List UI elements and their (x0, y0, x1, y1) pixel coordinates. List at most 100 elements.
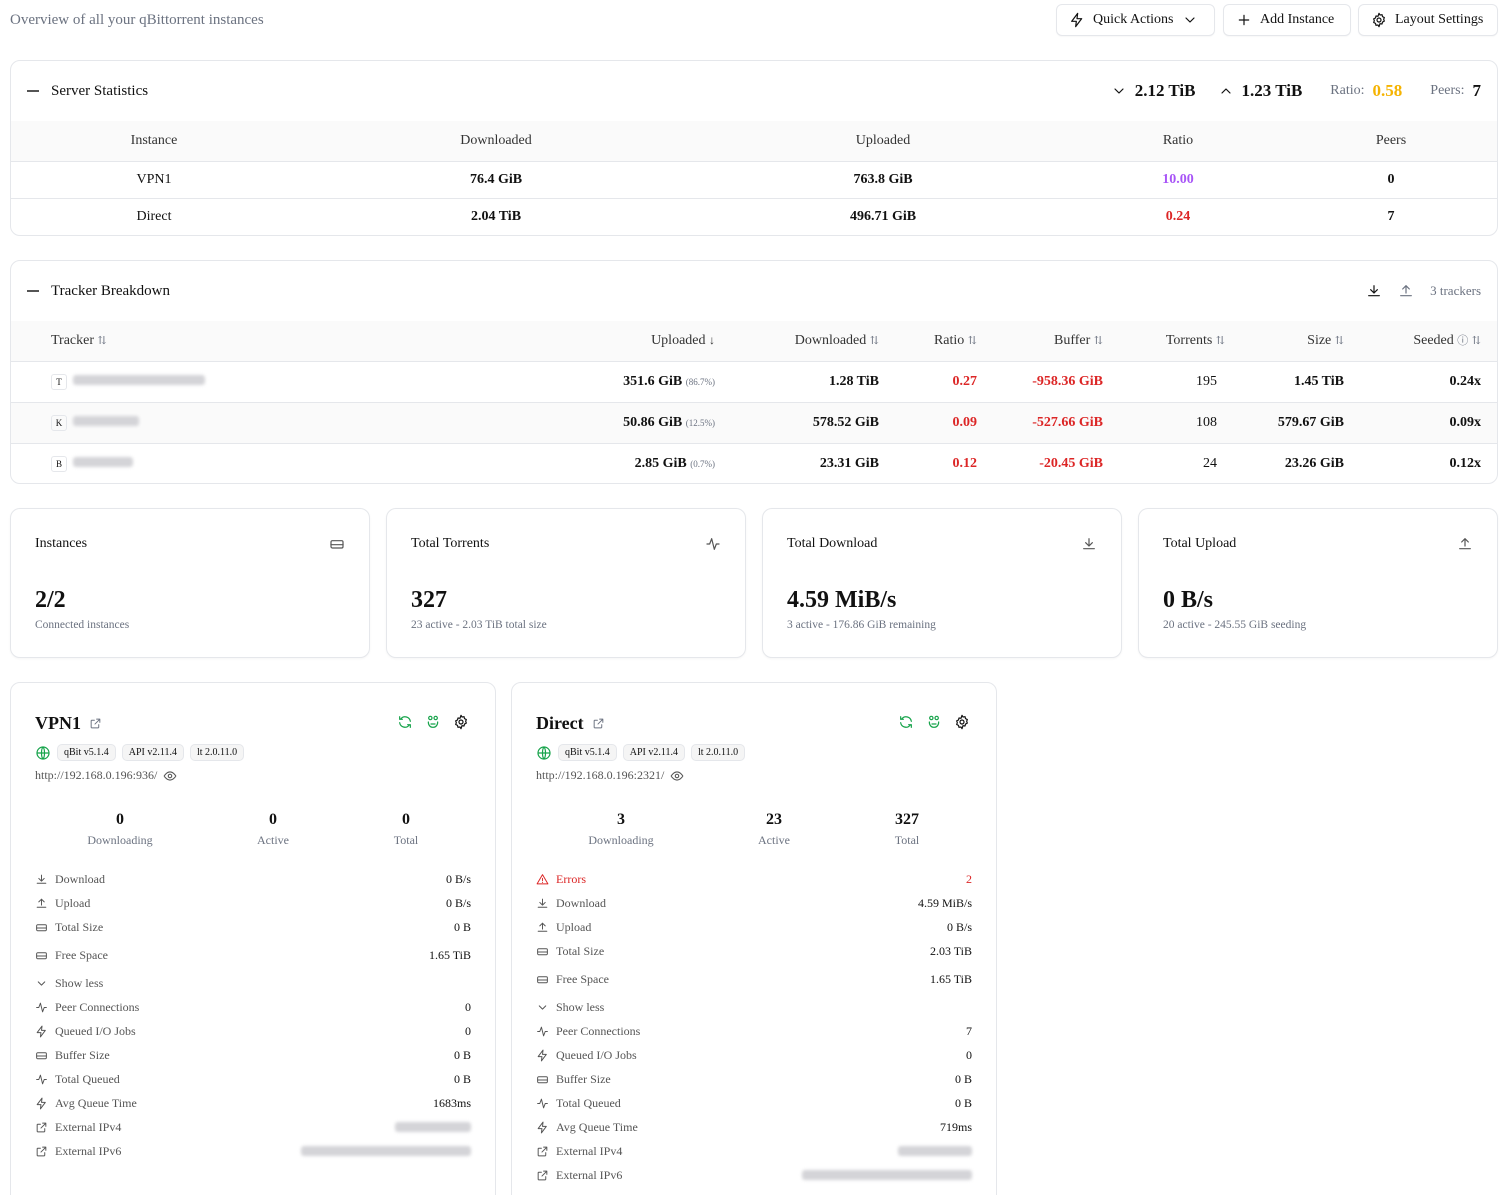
col-downloaded: Downloaded (297, 121, 695, 161)
instance-details: Download 0 B/s Upload 0 B/s Total Size 0 B … (35, 867, 471, 1163)
plus-icon (1236, 12, 1252, 28)
gear-icon (1371, 12, 1387, 28)
gear-icon[interactable] (453, 714, 469, 730)
tracker-count: 3 trackers (1430, 283, 1481, 298)
upload-summary-card: Total Upload 0 B/s 20 active - 245.55 Gi… (1138, 508, 1498, 658)
chevron-down-icon (1182, 12, 1198, 28)
eye-icon[interactable] (670, 769, 684, 783)
buffer-cell: -527.66 GiB (977, 401, 1103, 443)
activity-icon (705, 536, 721, 552)
size-cell: 579.67 GiB (1225, 401, 1344, 443)
frog-icon[interactable] (425, 714, 441, 730)
total-size-row: Total Size 2.03 TiB (536, 939, 972, 963)
ipv6-redacted (301, 1146, 471, 1156)
ratio-label: Ratio: (1330, 83, 1365, 98)
server-statistics-title: Server Statistics (51, 82, 149, 99)
total-downloaded: 2.12 TiB (1134, 81, 1196, 100)
peer-connections-row: Peer Connections 0 (35, 995, 471, 1019)
sort-icon: ⇅ (1471, 335, 1481, 348)
peers-cell: 7 (1285, 197, 1497, 235)
external-link-icon[interactable] (592, 717, 605, 730)
total-uploaded: 1.23 TiB (1241, 81, 1303, 100)
errors-row[interactable]: Errors 2 (536, 867, 972, 891)
ratio-cell: 0.12 (879, 442, 977, 483)
upload-icon (536, 921, 549, 934)
table-row: VPN1 76.4 GiB 763.8 GiB 10.00 0 (11, 160, 1497, 198)
ratio-cell: 0.24 (1071, 197, 1285, 235)
col-uploaded[interactable]: Uploaded ↓ (541, 321, 719, 361)
col-tracker[interactable]: Tracker ⇅ (11, 321, 541, 361)
buffer-size-row: Buffer Size 0 B (536, 1067, 972, 1091)
downloading-count: 0 Downloading (87, 811, 153, 847)
refresh-icon[interactable] (397, 714, 413, 730)
gear-icon[interactable] (954, 714, 970, 730)
server-statistics-card: Server Statistics 2.12 TiB 1.23 TiB Rati… (10, 60, 1498, 236)
instance-url: http://192.168.0.196:936/ (35, 768, 177, 783)
download-icon (536, 897, 549, 910)
collapse-toggle[interactable] (27, 90, 39, 92)
table-row[interactable]: B 2.85 GiB (0.7%) 23.31 GiB 0.12 -20.45 … (11, 442, 1497, 483)
col-seeded[interactable]: Seeded ⓘ ⇅ (1344, 321, 1497, 361)
size-cell: 1.45 TiB (1225, 360, 1344, 402)
table-row[interactable]: K 50.86 GiB (12.5%) 578.52 GiB 0.09 -527… (11, 401, 1497, 443)
total-size-row: Total Size 0 B (35, 915, 471, 939)
card-subtext: 3 active - 176.86 GiB remaining (787, 619, 936, 631)
lt-version-badge: lt 2.0.11.0 (189, 744, 245, 761)
downloading-count: 3 Downloading (588, 811, 654, 847)
col-torrents[interactable]: Torrents ⇅ (1103, 321, 1225, 361)
layout-settings-button[interactable]: Layout Settings (1358, 4, 1498, 36)
downloaded-cell: 2.04 TiB (297, 197, 695, 235)
download-icon (35, 873, 48, 886)
seeded-cell: 0.24x (1344, 360, 1497, 402)
total-count: 0 Total (393, 811, 419, 847)
quick-actions-button[interactable]: Quick Actions (1056, 4, 1215, 36)
uploaded-cell: 351.6 GiB (86.7%) (541, 360, 719, 402)
total-queued-row: Total Queued 0 B (536, 1091, 972, 1115)
col-buffer[interactable]: Buffer ⇅ (977, 321, 1103, 361)
ipv6-redacted (802, 1170, 972, 1180)
upload-icon[interactable] (1398, 283, 1414, 299)
instance-url: http://192.168.0.196:2321/ (536, 768, 684, 783)
external-link-icon (35, 1121, 48, 1134)
hard-drive-icon (35, 1049, 48, 1062)
tracker-table: Tracker ⇅ Uploaded ↓ Downloaded ⇅ Ratio … (11, 321, 1497, 483)
hard-drive-icon (536, 945, 549, 958)
col-ratio[interactable]: Ratio ⇅ (879, 321, 977, 361)
ext-ipv6-row: External IPv6 (536, 1163, 972, 1187)
uploaded-cell: 2.85 GiB (0.7%) (541, 442, 719, 483)
torrents-cell: 108 (1103, 401, 1225, 443)
seeded-cell: 0.09x (1344, 401, 1497, 443)
tracker-favicon: T (51, 373, 67, 390)
frog-icon[interactable] (926, 714, 942, 730)
downloaded-cell: 76.4 GiB (297, 160, 695, 198)
hard-drive-icon (536, 973, 549, 986)
server-stats-table: Instance Downloaded Uploaded Ratio Peers… (11, 121, 1497, 235)
col-downloaded[interactable]: Downloaded ⇅ (719, 321, 879, 361)
table-row[interactable]: T 351.6 GiB (86.7%) 1.28 TiB 0.27 -958.3… (11, 360, 1497, 402)
collapse-toggle[interactable] (27, 290, 39, 292)
add-instance-button[interactable]: Add Instance (1223, 4, 1351, 36)
instances-summary-card: Instances 2/2 Connected instances (10, 508, 370, 658)
top-bar: Overview of all your qBittorrent instanc… (0, 0, 1508, 40)
show-less-toggle[interactable]: Show less (35, 971, 471, 995)
torrents-cell: 195 (1103, 360, 1225, 402)
info-icon: ⓘ (1457, 335, 1469, 348)
active-count: 0 Active (257, 811, 289, 847)
activity-icon (536, 1097, 549, 1110)
ipv4-redacted (395, 1122, 471, 1132)
show-less-toggle[interactable]: Show less (536, 995, 972, 1019)
download-icon[interactable] (1366, 283, 1382, 299)
queued-io-row: Queued I/O Jobs 0 (35, 1019, 471, 1043)
card-label: Total Torrents (411, 536, 490, 551)
external-link-icon[interactable] (89, 717, 102, 730)
card-label: Total Download (787, 536, 878, 551)
upload-icon (1457, 536, 1473, 552)
eye-icon[interactable] (163, 769, 177, 783)
refresh-icon[interactable] (898, 714, 914, 730)
col-peers: Peers (1285, 121, 1497, 161)
col-size[interactable]: Size ⇅ (1225, 321, 1344, 361)
ratio-cell: 0.27 (879, 360, 977, 402)
peers-label: Peers: (1430, 83, 1465, 98)
lt-version-badge: lt 2.0.11.0 (690, 744, 746, 761)
globe-icon (35, 745, 51, 761)
